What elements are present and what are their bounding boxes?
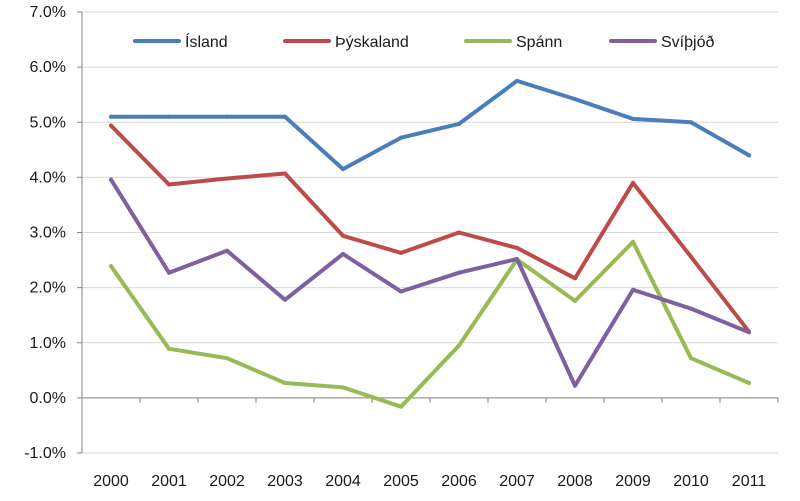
x-tick-label: 2001	[151, 473, 187, 490]
data-point	[631, 180, 635, 185]
data-point	[399, 135, 403, 140]
data-point	[689, 254, 693, 259]
data-point	[399, 404, 403, 409]
data-point	[573, 383, 577, 388]
x-tick-label: 2004	[325, 473, 361, 490]
data-point	[283, 114, 287, 119]
data-point	[399, 250, 403, 255]
data-point	[167, 182, 171, 187]
legend-label-3: Svíþjóð	[661, 34, 714, 51]
data-point	[283, 297, 287, 302]
y-tick-label: 4.0%	[30, 169, 66, 186]
x-tick-label: 2006	[441, 473, 477, 490]
x-tick-label: 2005	[383, 473, 419, 490]
legend-label-2: Spánn	[516, 34, 562, 51]
data-point	[341, 233, 345, 238]
y-tick-label: 7.0%	[30, 4, 66, 21]
data-point	[457, 230, 461, 235]
data-point	[283, 171, 287, 176]
data-point	[689, 356, 693, 361]
data-point	[573, 97, 577, 102]
data-point	[167, 114, 171, 119]
y-tick-label: 3.0%	[30, 225, 66, 242]
legend-label-0: Ísland	[185, 32, 228, 51]
data-point	[457, 343, 461, 348]
x-tick-label: 2011	[732, 473, 767, 490]
legend-label-1: Þýskaland	[335, 34, 409, 51]
data-point	[341, 251, 345, 256]
y-tick-label: 1.0%	[30, 335, 66, 352]
data-point	[631, 239, 635, 244]
x-tick-label: 2007	[499, 473, 535, 490]
data-point	[225, 176, 229, 181]
data-point	[167, 346, 171, 351]
y-tick-label: 2.0%	[30, 280, 66, 297]
data-point	[457, 121, 461, 126]
data-point	[167, 270, 171, 275]
data-point	[341, 167, 345, 172]
y-tick-label: -1.0%	[24, 445, 66, 462]
data-point	[225, 248, 229, 253]
data-point	[573, 276, 577, 281]
y-tick-label: 0.0%	[30, 390, 66, 407]
series-lines	[109, 78, 751, 409]
x-tick-label: 2003	[267, 473, 303, 490]
x-tick-label: 2010	[673, 473, 709, 490]
series-line-2	[109, 239, 751, 409]
data-point	[515, 256, 519, 261]
data-point	[747, 380, 751, 385]
data-point	[109, 177, 113, 182]
data-point	[109, 114, 113, 119]
x-tick-label: 2000	[93, 473, 129, 490]
series-line-3	[109, 177, 751, 388]
data-point	[109, 264, 113, 269]
data-point	[341, 385, 345, 390]
data-point	[515, 245, 519, 250]
data-point	[573, 298, 577, 303]
data-point	[689, 120, 693, 125]
legend: Ísland Þýskaland Spánn Svíþjóð	[133, 32, 714, 51]
data-point	[457, 270, 461, 275]
axes	[77, 11, 779, 454]
series-line-0	[109, 78, 751, 172]
data-point	[283, 380, 287, 385]
y-tick-label: 5.0%	[30, 114, 66, 131]
x-tick-label: 2009	[615, 473, 651, 490]
x-tick-labels: 2000 2001 2002 2003 2004 2005 2006 2007 2008 2009…	[93, 473, 766, 490]
data-point	[225, 114, 229, 119]
data-point	[109, 123, 113, 128]
data-point	[747, 153, 751, 158]
data-point	[225, 356, 229, 361]
data-point	[631, 287, 635, 292]
y-tick-labels: -1.0% 0.0% 1.0% 2.0% 3.0% 4.0% 5.0% 6.0% 7.0%	[24, 4, 66, 462]
x-tick-label: 2002	[209, 473, 245, 490]
data-point	[747, 330, 751, 335]
data-point	[631, 116, 635, 121]
data-point	[399, 289, 403, 294]
data-point	[689, 306, 693, 311]
x-tick-label: 2008	[557, 473, 593, 490]
data-point	[515, 78, 519, 83]
series-line-1	[109, 123, 751, 334]
y-tick-label: 6.0%	[30, 59, 66, 76]
